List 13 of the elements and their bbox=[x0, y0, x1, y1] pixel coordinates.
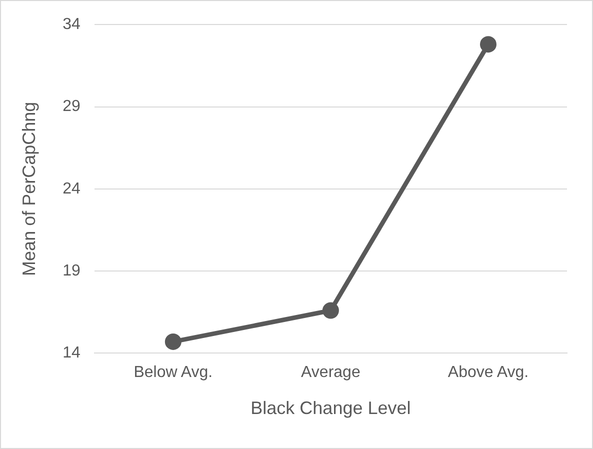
y-tick-label: 14 bbox=[62, 344, 80, 362]
x-tick-label: Average bbox=[301, 364, 360, 382]
point bbox=[480, 36, 496, 53]
y-tick-label: 24 bbox=[62, 180, 80, 198]
x-tick-label: Above Avg. bbox=[448, 364, 529, 382]
y-tick-label: 19 bbox=[62, 262, 80, 280]
y-tick-label: 29 bbox=[62, 98, 80, 116]
point bbox=[322, 302, 339, 319]
x-tick-label: Below Avg. bbox=[134, 364, 213, 382]
y-tick-label: 34 bbox=[62, 16, 80, 34]
y-axis-title: Mean of PerCapChng bbox=[18, 102, 39, 276]
point bbox=[164, 333, 182, 350]
x-axis-title: Black Change Level bbox=[250, 398, 411, 418]
